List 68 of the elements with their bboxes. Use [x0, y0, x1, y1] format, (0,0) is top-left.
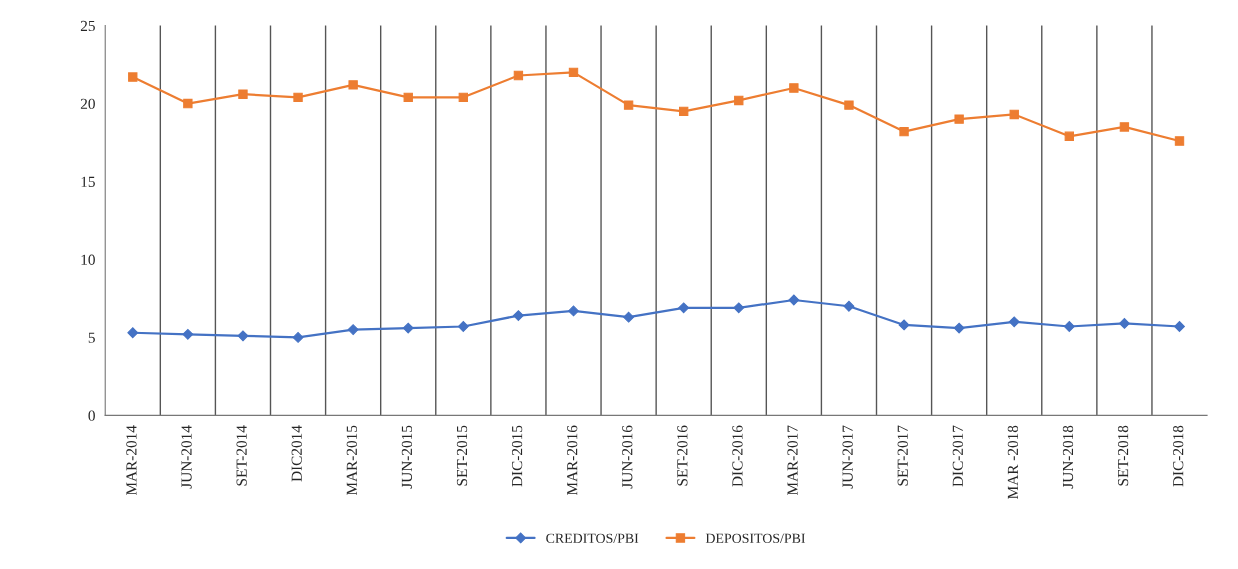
x-tick-label: MAR-2014 — [126, 425, 137, 496]
point — [127, 327, 139, 339]
point — [128, 72, 138, 82]
x-tick-label: JUN-2017 — [842, 425, 853, 489]
x-tick-label: DIC-2015 — [511, 425, 523, 487]
y-tick-label: 10 — [81, 254, 95, 265]
point — [1174, 321, 1185, 332]
point — [1174, 136, 1185, 146]
point — [568, 67, 579, 78]
x-tick-label: JUN-2015 — [401, 425, 413, 489]
point — [679, 106, 689, 117]
point — [678, 302, 690, 314]
point — [237, 330, 249, 342]
x-tick-label: MAR -2018 — [1007, 425, 1019, 499]
x-tick-label: JUN-2018 — [1062, 425, 1074, 489]
x-tick-label: DIC-2016 — [732, 425, 743, 487]
point — [788, 294, 800, 306]
point — [347, 324, 359, 336]
x-tick-label: JUN-2014 — [181, 425, 192, 489]
point — [403, 92, 413, 103]
point — [623, 100, 634, 110]
point — [458, 92, 469, 103]
x-tick-label: MAR-2015 — [346, 425, 357, 496]
x-tick-label: SET-2015 — [456, 425, 468, 486]
y-tick-label: 20 — [80, 98, 95, 110]
x-tick-label: SET-2014 — [236, 425, 247, 486]
point — [457, 321, 469, 332]
point — [623, 311, 635, 323]
point — [1009, 109, 1019, 120]
point — [568, 305, 579, 317]
point — [513, 70, 524, 81]
x-tick-label: JUN-2016 — [622, 425, 633, 489]
x-tick-label: SET-2018 — [1117, 425, 1129, 486]
point — [843, 300, 855, 312]
point — [954, 114, 964, 124]
x-tick-label: DIC-2018 — [1173, 425, 1184, 487]
point — [293, 92, 303, 103]
y-tick-label: 0 — [88, 410, 95, 421]
point — [844, 100, 854, 110]
point — [183, 98, 193, 109]
y-tick-label: 5 — [88, 332, 95, 343]
legend-label: DEPOSITOS/PBI — [705, 533, 806, 543]
point — [182, 328, 194, 340]
point — [348, 80, 358, 90]
point — [512, 310, 524, 322]
point — [953, 322, 965, 334]
x-tick-label: DIC2014 — [291, 425, 302, 482]
point — [1119, 122, 1130, 132]
x-tick-label: MAR-2016 — [567, 425, 578, 496]
point — [898, 319, 910, 331]
x-tick-label: SET-2017 — [897, 425, 908, 486]
point — [292, 331, 304, 343]
point — [1063, 321, 1075, 332]
x-tick-label: MAR-2017 — [787, 425, 798, 496]
x-tick-label: SET-2016 — [677, 425, 688, 486]
point — [238, 89, 248, 99]
point — [1008, 316, 1020, 328]
y-tick-label: 15 — [81, 176, 95, 187]
legend-label: CREDITOS/PBI — [546, 533, 639, 543]
point — [1064, 131, 1075, 141]
point — [789, 83, 799, 93]
point — [402, 322, 414, 334]
point — [734, 95, 744, 106]
x-tick-label: DIC-2017 — [952, 425, 963, 487]
point — [733, 302, 745, 314]
point — [899, 126, 909, 137]
y-tick-label: 25 — [80, 20, 95, 32]
point — [1118, 317, 1130, 329]
